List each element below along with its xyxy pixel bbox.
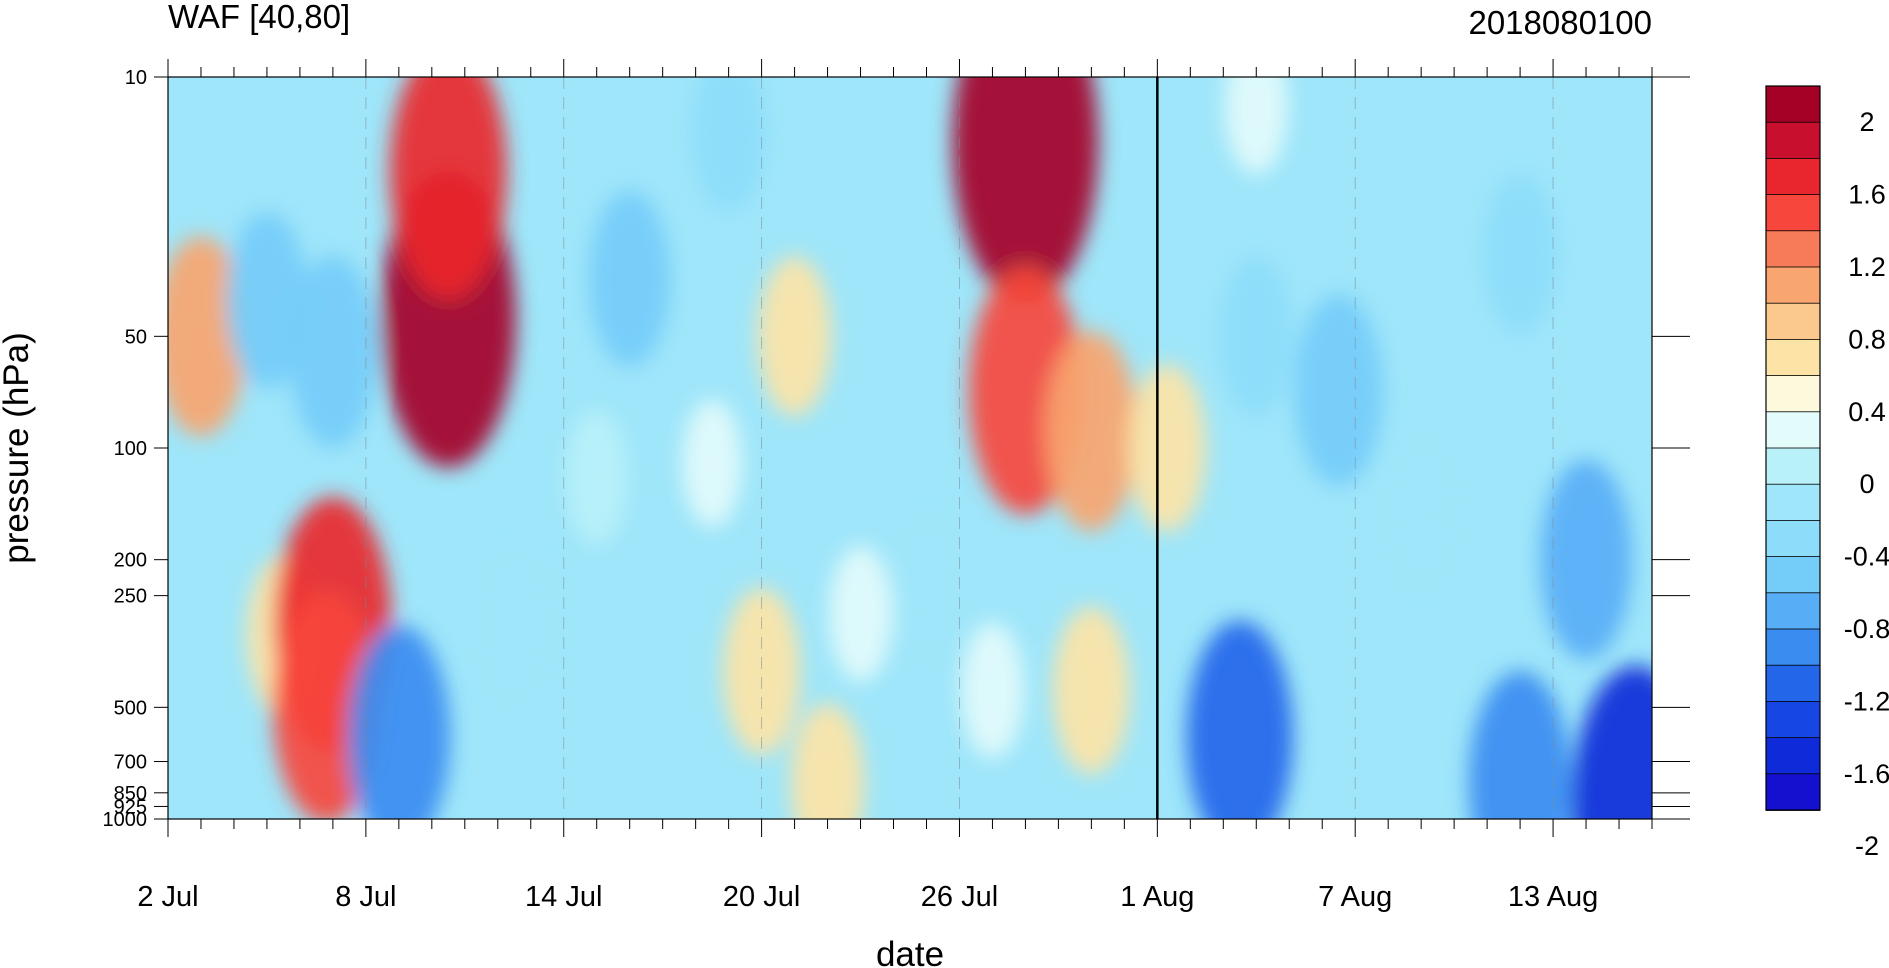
field-cell <box>1052 606 1131 775</box>
field-cell <box>1540 459 1633 660</box>
field-cell <box>1387 441 1455 586</box>
x-tick-label: 14 Jul <box>525 881 602 913</box>
colorbar-swatch <box>1765 157 1821 196</box>
colorbar-swatch <box>1765 85 1821 124</box>
y-tick-label: 10 <box>125 67 147 89</box>
colorbar-label: -1.6 <box>1844 759 1889 789</box>
x-tick-label: 7 Aug <box>1318 881 1392 913</box>
field-cell <box>828 545 893 682</box>
colorbar-frame <box>1765 85 1821 811</box>
x-tick-labels: 2 Jul 8 Jul 14 Jul 20 Jul 26 Jul 1 Aug 7 Aug 13… <box>137 881 1598 913</box>
colorbar-label: 0.8 <box>1848 324 1886 354</box>
colorbar-label: 1.2 <box>1848 252 1886 282</box>
colorbar-swatch <box>1765 773 1821 811</box>
x-tick-label: 26 Jul <box>921 881 998 913</box>
field-cell <box>1128 364 1207 532</box>
y-tick-label: 500 <box>114 697 147 719</box>
colorbar-swatch <box>1765 520 1821 558</box>
field-cell <box>682 399 742 528</box>
field-cell <box>479 549 550 702</box>
colorbar-swatch <box>1765 701 1821 739</box>
field-cell <box>1224 77 1288 175</box>
colorbar-swatch <box>1765 302 1821 341</box>
field-cell <box>226 212 308 389</box>
y-axis-label: pressure (hPa) <box>0 332 36 563</box>
field-cell <box>1483 174 1558 335</box>
colorbar-swatch <box>1765 411 1821 449</box>
colorbar-swatch <box>1765 194 1821 232</box>
colorbar-label: -2 <box>1855 831 1879 861</box>
field-cell <box>347 624 451 819</box>
colorbar-label: 0 <box>1859 469 1874 499</box>
colorbar-label: -1.2 <box>1844 686 1889 716</box>
field-cell <box>1186 620 1293 819</box>
field-cell <box>1219 256 1294 417</box>
colorbar-swatch <box>1765 628 1821 667</box>
field-cell <box>691 77 766 212</box>
y-tick-label: 250 <box>114 586 147 608</box>
colorbar-swatch <box>1765 230 1821 268</box>
x-tick-label: 13 Aug <box>1508 881 1598 913</box>
field-cell <box>722 587 801 756</box>
colorbar-swatch <box>1765 556 1821 594</box>
colorbar-swatch <box>1765 375 1821 413</box>
colorbar-swatch <box>1765 121 1821 160</box>
field-cell <box>960 622 1025 759</box>
colorbar <box>1765 85 1821 811</box>
field-cell <box>1045 331 1138 532</box>
y-tick-label: 700 <box>114 752 147 774</box>
y-tick-label: 850 <box>114 783 147 805</box>
field-cell <box>952 77 1099 303</box>
axis-ticks <box>154 59 1690 837</box>
y-tick-label: 925 <box>114 796 147 818</box>
field-cell <box>389 77 507 300</box>
field-cell <box>589 190 671 367</box>
colorbar-swatch <box>1765 737 1821 775</box>
x-tick-label: 1 Aug <box>1120 881 1194 913</box>
y-tick-label: 100 <box>114 438 147 460</box>
field-cell <box>1294 294 1383 487</box>
colorbar-label: 1.6 <box>1848 180 1886 210</box>
colorbar-label: 2 <box>1859 107 1874 137</box>
y-tick-label: 50 <box>125 326 147 348</box>
colorbar-swatch <box>1765 664 1821 703</box>
colorbar-swatch <box>1765 447 1821 486</box>
field-cell <box>565 409 629 546</box>
field-cell <box>757 256 832 417</box>
x-tick-label: 8 Jul <box>335 881 396 913</box>
field-cell <box>893 517 960 662</box>
colorbar-label: -0.4 <box>1844 542 1889 572</box>
colorbar-swatch <box>1765 266 1821 305</box>
field-cell <box>1468 671 1572 819</box>
colorbar-labels: 2 1.6 1.2 0.8 0.4 0 -0.4 -0.8 -1.2 -1.6 -2 <box>1844 107 1889 861</box>
colorbar-swatch <box>1765 483 1821 522</box>
colorbar-label: 0.4 <box>1848 397 1886 427</box>
chart-subtitle: 2018080100 <box>1468 4 1652 41</box>
field-cell <box>288 255 378 448</box>
contour-field <box>168 77 1652 819</box>
x-tick-label: 20 Jul <box>723 881 800 913</box>
colorbar-label: -0.8 <box>1844 614 1889 644</box>
colorbar-swatch <box>1765 592 1821 630</box>
chart-title: WAF [40,80] <box>168 0 350 35</box>
x-tick-label: 2 Jul <box>137 881 198 913</box>
field-cell <box>1571 665 1652 819</box>
colorbar-swatch <box>1765 338 1821 377</box>
field-cell <box>790 703 865 819</box>
x-axis-label: date <box>876 935 944 968</box>
y-tick-label: 1000 <box>103 809 148 831</box>
y-tick-label: 200 <box>114 550 147 572</box>
